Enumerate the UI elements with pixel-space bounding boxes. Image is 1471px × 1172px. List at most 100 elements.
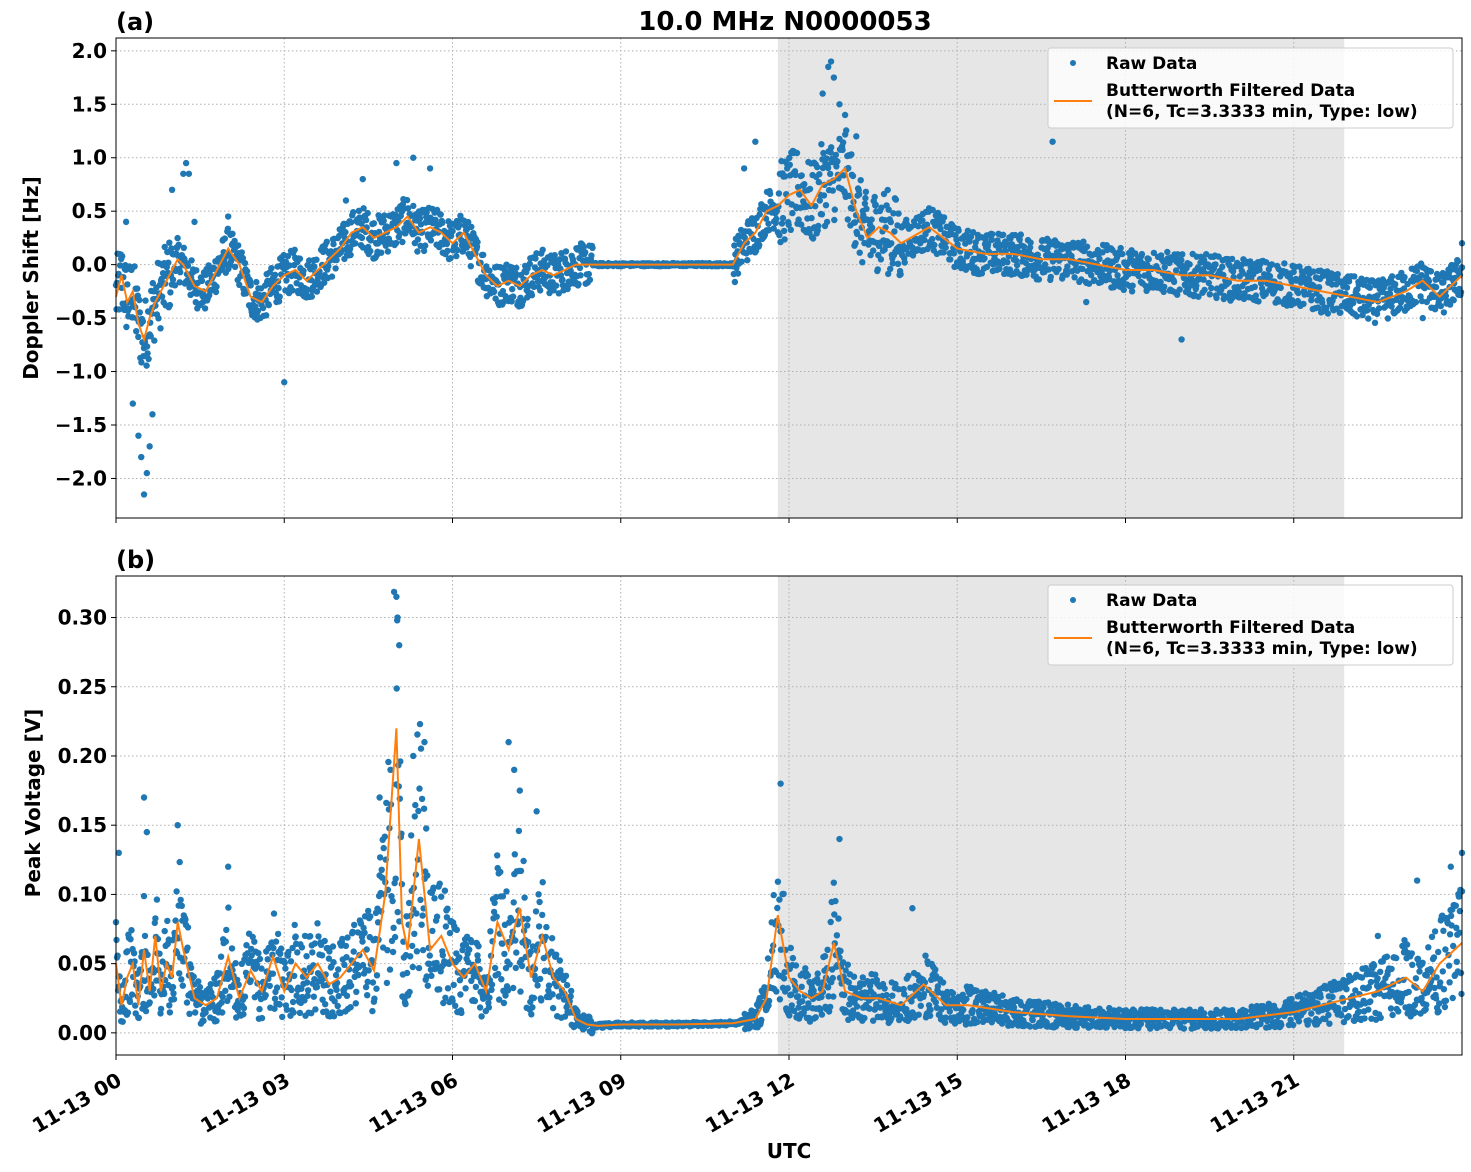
raw-data-point <box>870 1017 877 1024</box>
raw-data-point <box>830 74 838 81</box>
raw-data-point <box>178 976 185 983</box>
raw-data-point <box>420 247 428 255</box>
raw-data-point <box>1129 282 1136 289</box>
raw-data-point <box>503 888 510 895</box>
raw-data-point <box>478 1013 485 1020</box>
raw-data-point <box>426 165 434 172</box>
raw-data-point <box>517 867 525 875</box>
raw-data-point <box>471 997 479 1005</box>
raw-data-point <box>1388 273 1396 280</box>
raw-data-point <box>1297 279 1305 286</box>
raw-data-point <box>1440 309 1448 316</box>
raw-data-point <box>587 1017 595 1025</box>
raw-data-point <box>840 172 847 179</box>
raw-data-point <box>1427 268 1435 275</box>
raw-data-point <box>1048 1007 1055 1014</box>
raw-data-point <box>388 893 395 900</box>
raw-data-point <box>311 263 318 270</box>
raw-data-point <box>196 983 204 991</box>
raw-data-point <box>127 936 134 943</box>
raw-data-point <box>367 913 374 920</box>
raw-data-point <box>562 248 570 255</box>
raw-data-point <box>1213 294 1220 302</box>
raw-data-point <box>347 1004 354 1011</box>
raw-data-point <box>178 902 185 909</box>
raw-data-point <box>500 999 508 1007</box>
raw-data-point <box>183 999 191 1006</box>
raw-data-point <box>530 994 538 1002</box>
raw-data-point <box>370 220 378 227</box>
raw-data-point <box>480 251 487 259</box>
raw-data-point <box>1205 279 1213 287</box>
raw-data-point <box>815 222 822 230</box>
raw-data-point <box>131 263 138 270</box>
raw-data-point <box>835 915 842 922</box>
raw-data-point <box>133 328 140 335</box>
raw-data-point <box>116 262 124 269</box>
raw-data-point <box>818 993 825 1001</box>
raw-data-point <box>974 1018 981 1026</box>
raw-data-point <box>235 242 242 249</box>
raw-data-point <box>228 945 236 952</box>
raw-data-point <box>844 216 851 223</box>
raw-data-point <box>309 949 316 956</box>
raw-data-point <box>278 945 285 952</box>
raw-data-point <box>901 991 908 998</box>
raw-data-point <box>588 252 595 259</box>
raw-data-point <box>247 977 254 984</box>
raw-data-point <box>1457 289 1465 296</box>
raw-data-point <box>247 282 254 289</box>
raw-data-point <box>845 979 852 986</box>
raw-data-point <box>180 170 187 177</box>
raw-data-point <box>282 965 289 972</box>
raw-data-point <box>241 993 249 1000</box>
raw-data-point <box>949 990 957 997</box>
raw-data-point <box>391 933 399 941</box>
raw-data-point <box>408 832 415 839</box>
raw-data-point <box>201 305 209 312</box>
raw-data-point <box>527 948 534 955</box>
raw-data-point <box>387 766 394 773</box>
raw-data-point <box>114 952 121 959</box>
raw-data-point <box>551 252 558 259</box>
raw-data-point <box>342 197 350 204</box>
raw-data-point <box>378 249 385 256</box>
raw-data-point <box>1252 292 1260 299</box>
raw-data-point <box>248 945 255 953</box>
raw-data-point <box>756 211 763 218</box>
raw-data-point <box>414 731 421 738</box>
raw-data-point <box>454 246 461 254</box>
raw-data-point <box>819 90 826 97</box>
raw-data-point <box>190 973 197 980</box>
raw-data-point <box>731 242 738 249</box>
raw-data-point <box>394 908 401 916</box>
raw-data-point <box>265 301 272 309</box>
raw-data-point <box>818 211 826 218</box>
raw-data-point <box>218 999 225 1006</box>
raw-data-point <box>932 999 939 1006</box>
raw-data-point <box>157 325 164 332</box>
raw-data-point <box>841 991 848 999</box>
raw-data-point <box>508 917 515 924</box>
raw-data-point <box>821 953 829 960</box>
raw-data-point <box>563 981 571 989</box>
raw-data-point <box>543 923 550 931</box>
raw-data-point <box>150 985 157 992</box>
raw-data-point <box>222 987 229 994</box>
raw-data-point <box>550 287 557 294</box>
raw-data-point <box>177 896 184 904</box>
raw-data-point <box>1375 305 1383 312</box>
raw-data-point <box>367 247 374 255</box>
raw-data-point <box>849 172 857 180</box>
raw-data-point <box>306 257 313 264</box>
raw-data-point <box>346 245 354 253</box>
raw-data-point <box>327 988 334 995</box>
raw-data-point <box>286 262 293 269</box>
raw-data-point <box>271 995 279 1002</box>
raw-data-point <box>814 163 821 171</box>
raw-data-point <box>999 231 1007 238</box>
raw-data-point <box>128 927 135 934</box>
raw-data-point <box>289 287 296 294</box>
raw-data-point <box>402 1000 409 1008</box>
raw-data-point <box>1178 336 1185 343</box>
